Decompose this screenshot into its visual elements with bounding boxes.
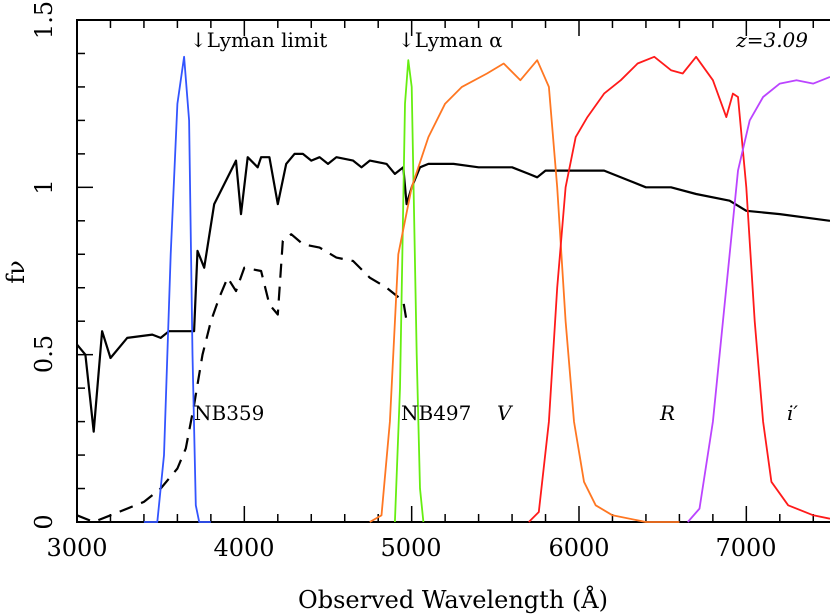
ticks	[76, 19, 815, 523]
x-tick-labels: 3000 4000 5000 6000 7000	[46, 534, 776, 562]
filter-label-nb497: NB497	[401, 401, 471, 425]
series-spectrumabsorbed-line	[76, 233, 408, 524]
y-tick-labels: 0 0.5 1 1.5	[30, 1, 58, 530]
series-NB359-line	[143, 55, 211, 523]
y-tick-label: 1	[30, 179, 58, 194]
curves	[76, 55, 830, 524]
lyman-alpha-annotation: ↓Lyman α	[398, 28, 503, 52]
y-tick-label: 0.5	[30, 335, 58, 373]
series-i-line	[687, 76, 830, 523]
filter-label-nb359: NB359	[194, 401, 264, 425]
x-tick-label: 4000	[213, 534, 274, 562]
series-V-line	[369, 59, 680, 523]
lyman-limit-annotation: ↓Lyman limit	[190, 28, 327, 52]
x-tick-label: 5000	[380, 534, 441, 562]
y-tick-label: 1.5	[30, 1, 58, 39]
series-R-line	[528, 55, 830, 523]
series-spectrum-line	[76, 152, 830, 433]
x-tick-label: 3000	[46, 534, 107, 562]
x-tick-label: 6000	[548, 534, 609, 562]
filter-label-v: V	[497, 401, 514, 425]
y-tick-label: 0	[30, 514, 58, 529]
x-axis-label: Observed Wavelength (Å)	[298, 585, 608, 614]
filter-label-i: i′	[787, 401, 798, 425]
y-axis-label: fν	[2, 260, 30, 283]
filter-label-r: R	[659, 401, 675, 425]
series-NB497-line	[394, 59, 425, 523]
plot-frame	[76, 19, 830, 523]
redshift-annotation: z=3.09	[735, 28, 808, 52]
x-tick-label: 7000	[715, 534, 776, 562]
